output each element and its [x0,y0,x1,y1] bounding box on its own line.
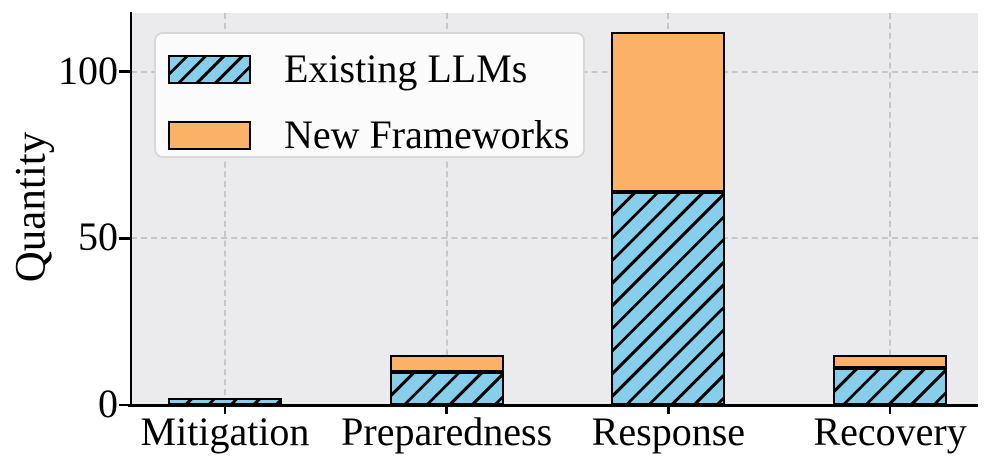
bar-response-new-frameworks [611,31,726,192]
y-axis-title: Quantity [7,131,55,283]
y-tick-label-100: 100 [58,47,118,93]
y-axis-spine [129,12,132,406]
y-tick-mark-100 [119,70,130,73]
legend-item-new-frameworks: New Frameworks [168,115,583,155]
x-tick-label-response: Response [591,409,746,454]
legend-swatch-new-frameworks-icon [168,120,251,150]
gridline-vertical-preparedness [445,13,448,405]
bar-response-existing-llms [611,191,726,405]
bar-preparedness-new-frameworks [389,355,504,372]
x-tick-mark-preparedness [445,406,448,414]
x-tick-mark-recovery [888,406,892,414]
x-axis-spine [128,403,978,407]
legend: Existing LLMs New Frameworks [154,32,585,158]
bar-preparedness-existing-llms [389,371,504,405]
x-tick-label-mitigation: Mitigation [140,409,310,454]
gridline-horizontal-50 [131,237,978,240]
legend-label-new-frameworks: New Frameworks [284,112,570,157]
bar-recovery-new-frameworks [833,355,948,369]
plot-area: Existing LLMs New Frameworks [131,13,978,405]
y-tick-label-0: 0 [98,381,118,426]
x-tick-mark-response [667,406,670,414]
y-tick-mark-0 [119,403,130,407]
gridline-vertical-recovery [889,13,892,405]
y-tick-mark-50 [119,237,130,240]
gridline-vertical-mitigation [224,13,226,405]
x-tick-label-preparedness: Preparedness [341,409,553,454]
bar-recovery-existing-llms [833,368,948,405]
x-tick-mark-mitigation [223,406,227,414]
legend-label-existing-llms: Existing LLMs [284,46,528,91]
legend-swatch-existing-llms-icon [168,54,251,84]
legend-item-existing-llms: Existing LLMs [168,49,583,89]
x-tick-label-recovery: Recovery [813,409,967,454]
y-tick-label-50: 50 [78,214,118,260]
